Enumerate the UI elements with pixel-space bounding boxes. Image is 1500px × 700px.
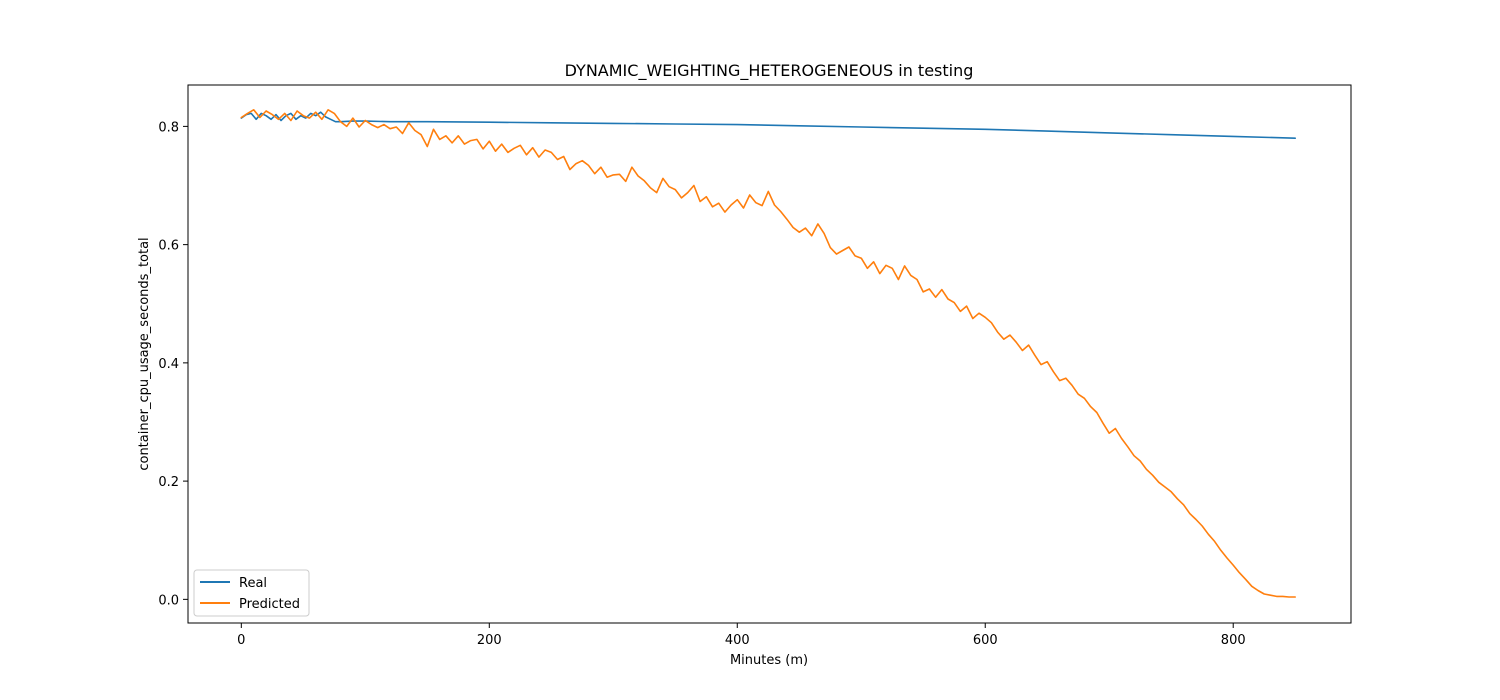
legend: Real Predicted [193, 569, 310, 617]
series-line-real [240, 111, 1296, 139]
series-line-predicted [240, 109, 1296, 598]
y-tick-label: 0.8 [158, 120, 179, 135]
series-layer [240, 109, 1296, 598]
x-axis: 0 200 400 600 800 [237, 623, 1246, 648]
y-tick-label: 0.4 [158, 357, 179, 372]
x-tick-label: 0 [237, 633, 245, 648]
y-tick-label: 0.6 [158, 239, 179, 254]
x-tick-label: 200 [477, 633, 502, 648]
legend-label-real: Real [239, 576, 267, 591]
plot-frame [187, 84, 1352, 624]
plot-area [187, 84, 1352, 624]
y-tick-label: 0.0 [158, 593, 179, 608]
x-tick-label: 400 [725, 633, 750, 648]
x-tick-label: 600 [973, 633, 998, 648]
legend-label-predicted: Predicted [239, 597, 300, 612]
chart-title: DYNAMIC_WEIGHTING_HETEROGENEOUS in testi… [565, 61, 974, 81]
y-axis: 0.0 0.2 0.4 0.6 0.8 [158, 120, 188, 608]
x-axis-label: Minutes (m) [730, 653, 808, 668]
x-tick-label: 800 [1221, 633, 1246, 648]
y-tick-label: 0.2 [158, 475, 179, 490]
y-axis-label: container_cpu_usage_seconds_total [137, 237, 152, 470]
